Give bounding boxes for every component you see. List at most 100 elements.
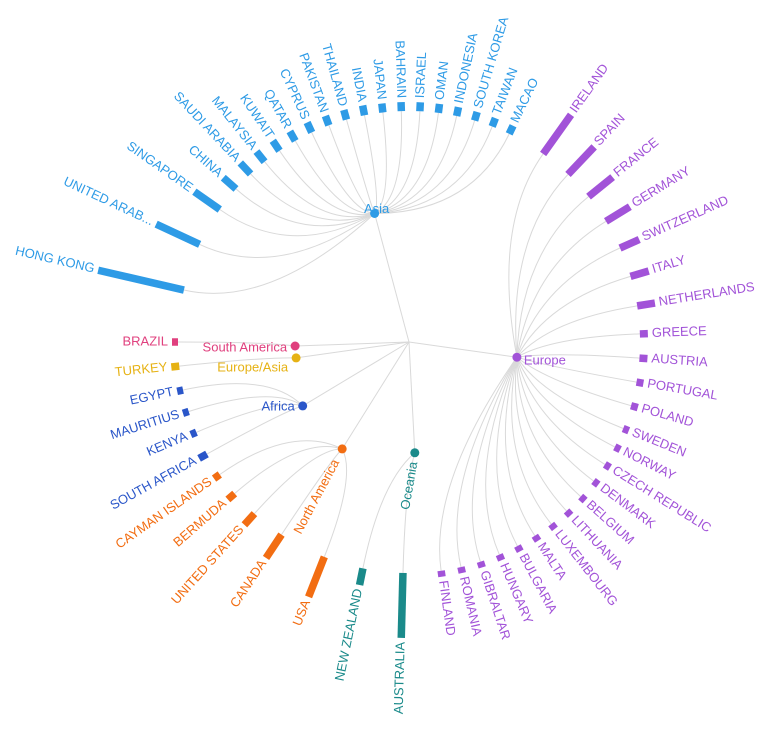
link-cyprus <box>311 132 375 214</box>
label-france: FRANCE <box>610 134 661 179</box>
link-cayman-islands <box>219 440 343 475</box>
bar-sweden <box>621 425 631 435</box>
bar-austria <box>639 354 648 363</box>
link-singapore <box>219 209 375 237</box>
label-finland: FINLAND <box>436 579 459 636</box>
bar-qatar <box>286 129 299 143</box>
link-portugal <box>516 356 637 383</box>
bar-south-africa <box>197 450 209 462</box>
label-poland: POLAND <box>640 400 696 429</box>
label-spain: SPAIN <box>591 110 628 148</box>
link-netherlands <box>516 305 638 358</box>
bar-south-korea <box>471 110 481 122</box>
value-bars <box>97 102 656 638</box>
bar-usa <box>305 555 328 599</box>
link-kenya <box>196 403 303 433</box>
link-thailand <box>346 119 376 214</box>
bar-brazil <box>172 338 178 346</box>
link-united-states <box>254 448 343 515</box>
link-malaysia <box>264 161 375 218</box>
bar-new-zealand <box>355 567 367 586</box>
label-ireland: IRELAND <box>566 61 611 116</box>
link-spain <box>515 174 569 358</box>
region-label-asia: Asia <box>364 201 390 216</box>
bar-norway <box>613 443 622 453</box>
label-india: INDIA <box>349 66 370 103</box>
link-czech-republic <box>516 357 606 465</box>
bar-czech-republic <box>602 461 612 471</box>
bar-australia <box>397 572 407 638</box>
label-hong-kong: HONG KONG <box>14 243 96 276</box>
label-netherlands: NETHERLANDS <box>658 279 756 309</box>
bar-israel <box>416 102 425 112</box>
bar-romania <box>457 566 466 574</box>
link-new-zealand <box>362 452 416 569</box>
bar-pakistan <box>321 114 333 127</box>
link-norway <box>516 357 616 448</box>
link-germany <box>516 220 607 358</box>
link-qatar <box>294 140 375 215</box>
root-link-oceania <box>408 341 416 453</box>
node-africa <box>298 401 308 411</box>
node-asia <box>370 209 380 218</box>
link-finland <box>439 356 518 571</box>
bar-united-arab <box>154 220 202 248</box>
link-israel <box>374 111 421 214</box>
bar-greece <box>639 329 648 338</box>
bar-mauritius <box>181 407 190 417</box>
bar-malaysia <box>253 149 268 165</box>
label-israel: ISRAEL <box>412 52 429 99</box>
root-link-africa <box>302 341 410 407</box>
bar-egypt <box>176 386 184 395</box>
link-kuwait <box>279 150 375 216</box>
region-label-oceania: Oceania <box>397 460 420 511</box>
link-oman <box>374 112 439 214</box>
link-turkey <box>179 357 297 367</box>
link-usa <box>323 448 348 558</box>
bar-finland <box>437 570 446 578</box>
region-label-europe-asia: Europe/Asia <box>217 359 289 374</box>
root-link-north-america <box>341 341 410 450</box>
link-japan <box>374 112 387 214</box>
link-south-africa <box>206 405 303 455</box>
bar-taiwan <box>488 116 499 128</box>
bar-kuwait <box>269 138 283 153</box>
region-label-europe: Europe <box>524 353 566 368</box>
label-portugal: PORTUGAL <box>646 376 719 403</box>
bar-indonesia <box>452 106 463 117</box>
dendrogram-links <box>177 111 640 573</box>
root-link-europe-asia <box>296 341 410 359</box>
link-malta <box>504 357 536 536</box>
node-europe-asia <box>291 353 301 363</box>
bar-macao <box>505 124 517 136</box>
bar-luxembourg <box>548 521 558 532</box>
label-australia: AUSTRALIA <box>391 641 408 714</box>
root-link-europe <box>408 341 517 358</box>
bar-japan <box>378 103 387 113</box>
label-oman: OMAN <box>432 60 452 101</box>
link-hong-kong <box>183 213 375 294</box>
label-kenya: KENYA <box>144 428 190 459</box>
bar-cyprus <box>303 120 316 135</box>
bar-portugal <box>635 378 645 388</box>
label-bahrain: BAHRAIN <box>393 40 410 98</box>
label-greece: GREECE <box>652 323 708 340</box>
link-ireland <box>508 153 544 358</box>
bar-gibraltar <box>476 560 486 569</box>
label-austria: AUSTRIA <box>651 350 709 369</box>
link-poland <box>516 356 632 407</box>
bar-malta <box>531 533 542 543</box>
bar-turkey <box>170 362 180 371</box>
node-south-america <box>290 341 300 351</box>
bar-hungary <box>495 553 506 562</box>
link-bulgaria <box>496 357 518 547</box>
node-north-america <box>337 444 347 454</box>
bar-oman <box>434 103 444 114</box>
link-bahrain <box>374 111 403 214</box>
link-luxembourg <box>511 357 552 525</box>
link-romania <box>456 356 518 568</box>
link-indonesia <box>374 115 458 214</box>
region-label-africa: Africa <box>261 398 295 413</box>
